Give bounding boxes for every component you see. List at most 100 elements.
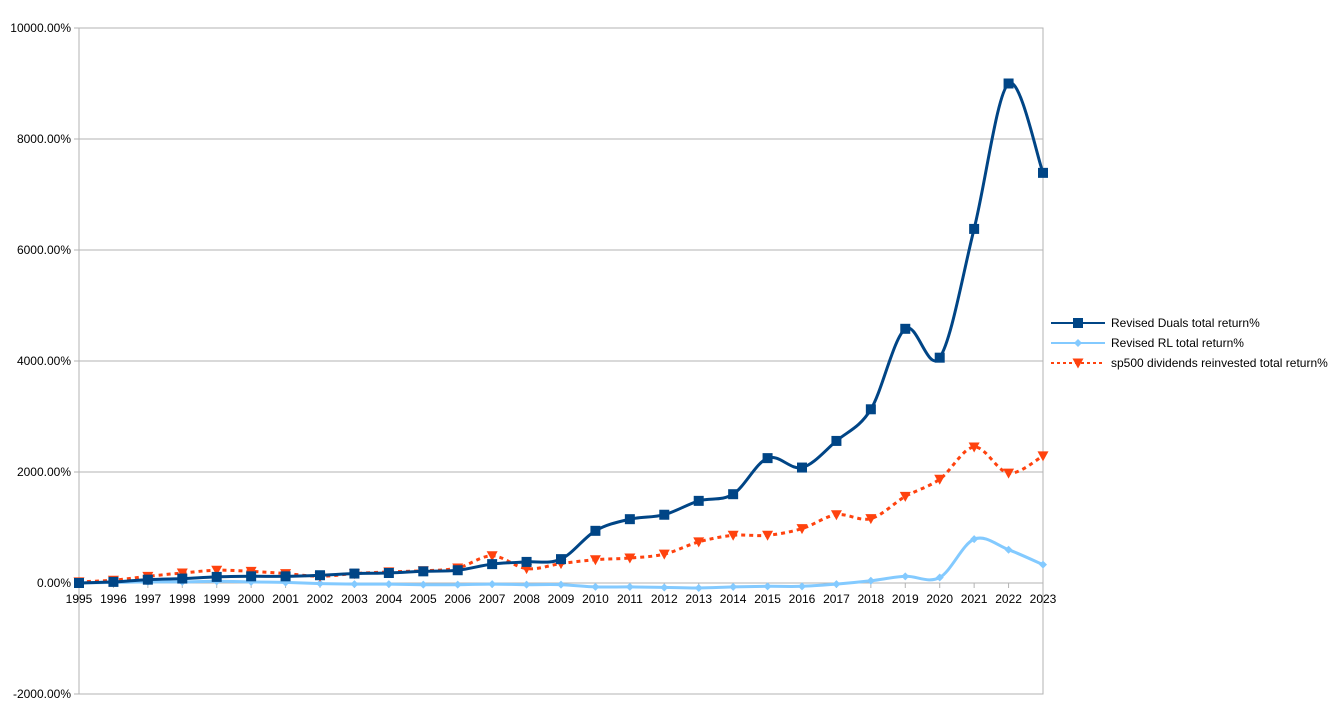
data-point	[1003, 468, 1015, 479]
y-tick-label: 2000.00%	[17, 465, 71, 479]
data-point	[280, 571, 291, 582]
data-point	[1037, 451, 1049, 462]
x-tick-label: 2008	[513, 592, 540, 606]
data-point	[693, 537, 705, 548]
x-tick-label: 2005	[410, 592, 437, 606]
data-point	[1039, 560, 1047, 569]
data-point	[693, 495, 704, 506]
x-tick-label: 2002	[307, 592, 334, 606]
series-group	[73, 78, 1049, 592]
data-point	[74, 578, 84, 588]
x-tick-label: 2009	[548, 592, 575, 606]
x-tick-label: 2021	[961, 592, 988, 606]
data-point	[349, 568, 360, 579]
y-tick-label: 8000.00%	[17, 132, 71, 146]
x-tick-label: 2023	[1030, 592, 1057, 606]
data-point	[1004, 545, 1013, 554]
data-point	[831, 435, 842, 446]
data-point	[1003, 78, 1014, 89]
x-tick-label: 2013	[685, 592, 712, 606]
legend-label: Revised Duals total return%	[1111, 316, 1260, 330]
data-point	[796, 524, 808, 535]
data-point	[624, 514, 635, 525]
x-tick-label: 2019	[892, 592, 919, 606]
data-point	[418, 566, 429, 577]
x-tick-label: 1996	[100, 592, 127, 606]
data-point	[694, 583, 703, 592]
legend-marker	[1074, 339, 1082, 347]
data-point	[590, 525, 601, 536]
data-point	[211, 571, 222, 582]
data-point	[934, 352, 945, 363]
x-tick-label: 2011	[617, 592, 643, 606]
data-point	[316, 579, 324, 588]
data-point	[659, 509, 670, 520]
data-point	[557, 580, 565, 589]
data-point	[762, 453, 773, 464]
legend-label: Revised RL total return%	[1111, 336, 1244, 350]
data-point	[624, 553, 636, 564]
x-tick-label: 1999	[203, 592, 230, 606]
data-point	[866, 576, 875, 585]
y-tick-label: 0.00%	[37, 576, 71, 590]
data-point	[934, 474, 946, 485]
x-tick-label: 2007	[479, 592, 506, 606]
data-point	[384, 580, 393, 589]
data-point	[763, 582, 772, 591]
data-point	[900, 323, 911, 334]
data-point	[625, 582, 634, 591]
y-tick-label: 4000.00%	[17, 354, 71, 368]
data-point	[246, 571, 257, 582]
y-tick-label: 6000.00%	[17, 243, 71, 257]
legend-item: sp500 dividends reinvested total return%	[1051, 356, 1328, 370]
data-point	[970, 535, 979, 544]
data-point	[727, 530, 739, 541]
data-point	[762, 530, 774, 541]
data-point	[142, 574, 153, 585]
x-tick-label: 1997	[135, 592, 162, 606]
data-point	[176, 568, 188, 579]
data-point	[486, 551, 498, 562]
data-point	[865, 404, 876, 415]
x-tick-label: 1995	[66, 592, 93, 606]
data-point	[729, 582, 738, 591]
x-tick-label: 2015	[754, 592, 781, 606]
data-point	[452, 565, 463, 576]
legend-item: Revised Duals total return%	[1051, 316, 1260, 330]
data-point	[108, 576, 119, 587]
x-tick-label: 2020	[926, 592, 953, 606]
data-point	[968, 442, 980, 453]
data-point	[211, 565, 223, 576]
data-point	[589, 555, 601, 566]
y-tick-label: 10000.00%	[10, 21, 71, 35]
x-tick-label: 1998	[169, 592, 196, 606]
data-point	[521, 556, 532, 567]
data-point	[522, 580, 531, 589]
data-point	[901, 572, 910, 581]
series-revised-duals	[74, 78, 1048, 588]
data-point	[865, 514, 877, 525]
legend-item: Revised RL total return%	[1051, 336, 1244, 350]
x-tick-label: 2022	[995, 592, 1022, 606]
x-tick-label: 2012	[651, 592, 678, 606]
x-tick-label: 2014	[720, 592, 747, 606]
data-point	[660, 583, 669, 592]
legend-marker	[1073, 318, 1083, 328]
data-point	[658, 549, 670, 560]
y-tick-label: -2000.00%	[13, 687, 71, 701]
data-point	[487, 559, 498, 570]
data-point	[488, 580, 497, 589]
data-point	[797, 462, 807, 473]
x-tick-label: 2010	[582, 592, 609, 606]
data-point	[969, 223, 980, 234]
x-tick-label: 2000	[238, 592, 265, 606]
x-tick-label: 2006	[444, 592, 471, 606]
axes: -2000.00% 0.00% 2000.00% 4000.00% 6000.00% 80…	[10, 21, 1056, 701]
legend-label: sp500 dividends reinvested total return%	[1111, 356, 1328, 370]
data-point	[383, 568, 394, 579]
x-tick-label: 2017	[823, 592, 850, 606]
data-point	[728, 489, 739, 500]
data-point	[419, 580, 428, 589]
legend: Revised Duals total return% Revised RL to…	[1051, 316, 1328, 370]
